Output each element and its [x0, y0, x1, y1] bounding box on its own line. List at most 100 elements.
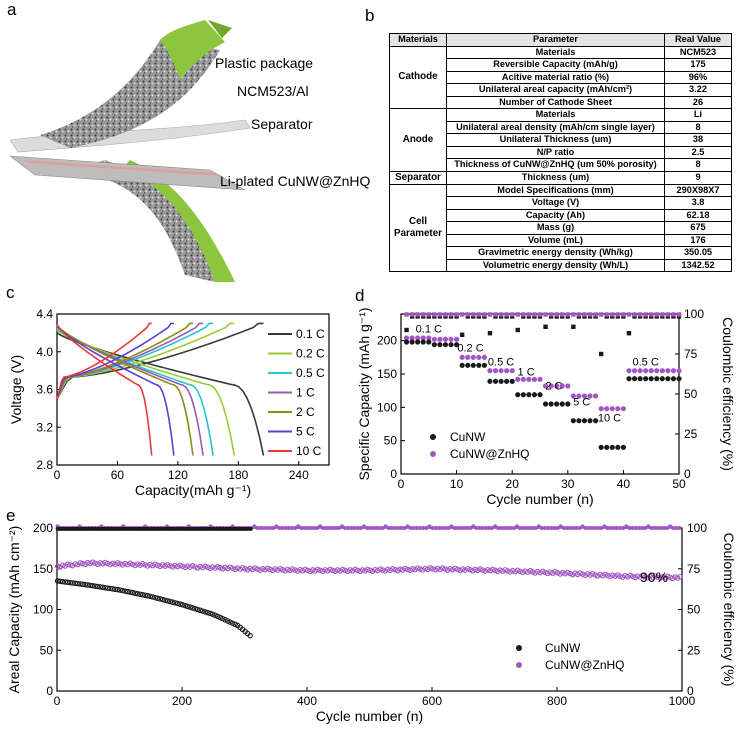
- capacity-point-znhq: [579, 571, 586, 577]
- table-cell-parameter: Materials: [446, 108, 665, 122]
- table-row: Separator Thickness (um) 9: [389, 170, 732, 185]
- capacity-point-znhq: [332, 568, 338, 575]
- capacity-point-cunw: [631, 376, 638, 382]
- ce-point-znhq: [574, 526, 579, 530]
- capacity-point-cunw: [177, 601, 183, 607]
- capacity-point-znhq: [407, 567, 413, 574]
- capacity-point-znhq: [514, 567, 521, 574]
- capacity-point-cunw: [102, 584, 108, 591]
- capacity-point-znhq: [259, 565, 266, 572]
- rate-label: 2 C: [545, 380, 562, 392]
- capacity-point-znhq: [292, 567, 298, 573]
- y-tick-label: 100: [33, 603, 53, 617]
- charge-curve-3: [56, 322, 204, 400]
- header-parameter: Parameter: [446, 33, 665, 47]
- capacity-point-cunw: [144, 593, 151, 599]
- ce-point-cunw: [565, 314, 570, 319]
- ce-point-cunw: [198, 526, 203, 531]
- ce-point-cunw: [153, 526, 158, 531]
- capacity-point-znhq: [379, 567, 386, 573]
- capacity-point-cunw: [420, 339, 426, 345]
- capacity-point-znhq: [112, 561, 118, 567]
- capacity-point-cunw: [149, 594, 156, 600]
- capacity-point-znhq: [509, 368, 515, 374]
- capacity-point-znhq: [442, 566, 448, 572]
- label-plastic-package: Plastic package: [215, 55, 313, 71]
- capacity-point-znhq: [509, 567, 516, 574]
- ce-point-znhq: [671, 526, 676, 530]
- ce-point-znhq: [133, 526, 138, 530]
- ce-point-cunw: [173, 526, 178, 531]
- capacity-point-znhq: [327, 566, 333, 573]
- ce-point-znhq: [308, 526, 313, 530]
- ce-point-znhq: [487, 312, 493, 317]
- ce-point-cunw: [136, 526, 141, 531]
- ce-point-znhq: [196, 526, 201, 530]
- ce-point-znhq: [533, 526, 538, 530]
- ce-point-znhq: [626, 312, 632, 317]
- ce-point-cunw: [493, 314, 498, 319]
- ce-point-cunw: [226, 526, 231, 531]
- capacity-point-cunw: [64, 579, 71, 586]
- ce-point-znhq: [565, 526, 569, 530]
- x-tick-label: 0: [398, 477, 405, 491]
- capacity-point-cunw: [197, 607, 203, 614]
- capacity-point-znhq: [427, 565, 433, 571]
- ce-point-cunw: [437, 314, 443, 319]
- ce-point-cunw: [194, 526, 199, 531]
- capacity-point-znhq: [197, 563, 203, 570]
- discharge-curve-0: [56, 332, 265, 456]
- capacity-point-cunw: [134, 590, 141, 597]
- capacity-point-znhq: [462, 567, 468, 573]
- capacity-point-cunw: [587, 418, 593, 424]
- capacity-point-znhq: [184, 563, 191, 569]
- capacity-point-cunw: [182, 602, 188, 609]
- ce-point-cunw: [134, 526, 139, 531]
- table-cell-value: 38: [664, 133, 732, 147]
- ce-point-znhq: [186, 524, 191, 529]
- capacity-point-cunw: [89, 582, 96, 589]
- capacity-point-znhq: [329, 567, 336, 574]
- capacity-point-znhq: [189, 562, 196, 569]
- capacity-point-znhq: [570, 393, 576, 399]
- ce-point-znhq: [199, 526, 204, 530]
- capacity-point-znhq: [467, 566, 473, 573]
- capacity-point-znhq: [452, 565, 458, 572]
- legend-label-3: 1 C: [296, 386, 315, 400]
- ce-point-znhq: [105, 526, 110, 530]
- table-cell-parameter: N/P ratio: [446, 145, 665, 159]
- ce-point-znhq: [490, 526, 494, 530]
- capacity-point-znhq: [284, 566, 291, 573]
- discharge-curve-3: [56, 325, 204, 456]
- table-cell-value: 3.22: [664, 83, 732, 97]
- ce-point-znhq: [249, 526, 254, 530]
- capacity-point-znhq: [134, 561, 141, 567]
- ce-point-cunw: [149, 526, 154, 531]
- ce-point-cunw: [98, 526, 103, 531]
- capacity-point-znhq: [672, 574, 678, 580]
- capacity-point-znhq: [357, 568, 363, 575]
- ce-point-cunw: [111, 526, 116, 531]
- capacity-point-znhq: [544, 570, 551, 577]
- x-axis-label: Cycle number (n): [486, 491, 593, 507]
- ce-point-znhq: [211, 526, 216, 530]
- ce-point-znhq: [554, 312, 559, 317]
- ce-point-cunw: [80, 526, 84, 531]
- ce-point-znhq: [590, 526, 594, 530]
- ce-point-znhq: [633, 526, 638, 530]
- ce-point-znhq: [161, 526, 166, 530]
- capacity-point-znhq: [187, 564, 193, 570]
- ce-point-znhq: [415, 526, 419, 530]
- capacity-point-znhq: [354, 567, 361, 574]
- capacity-point-znhq: [414, 565, 421, 571]
- table-cell-value: Li: [664, 108, 732, 122]
- table-group-cathode: Cathode: [389, 45, 447, 109]
- ce-point-znhq: [515, 312, 520, 317]
- table-cell-parameter: Number of Cathode Sheet: [446, 95, 665, 109]
- ce-point-cunw: [235, 526, 240, 531]
- capacity-point-znhq: [631, 368, 638, 374]
- ce-point-znhq: [665, 526, 669, 530]
- capacity-point-znhq: [434, 565, 441, 572]
- ce-point-znhq: [77, 524, 82, 529]
- capacity-point-cunw: [481, 362, 487, 368]
